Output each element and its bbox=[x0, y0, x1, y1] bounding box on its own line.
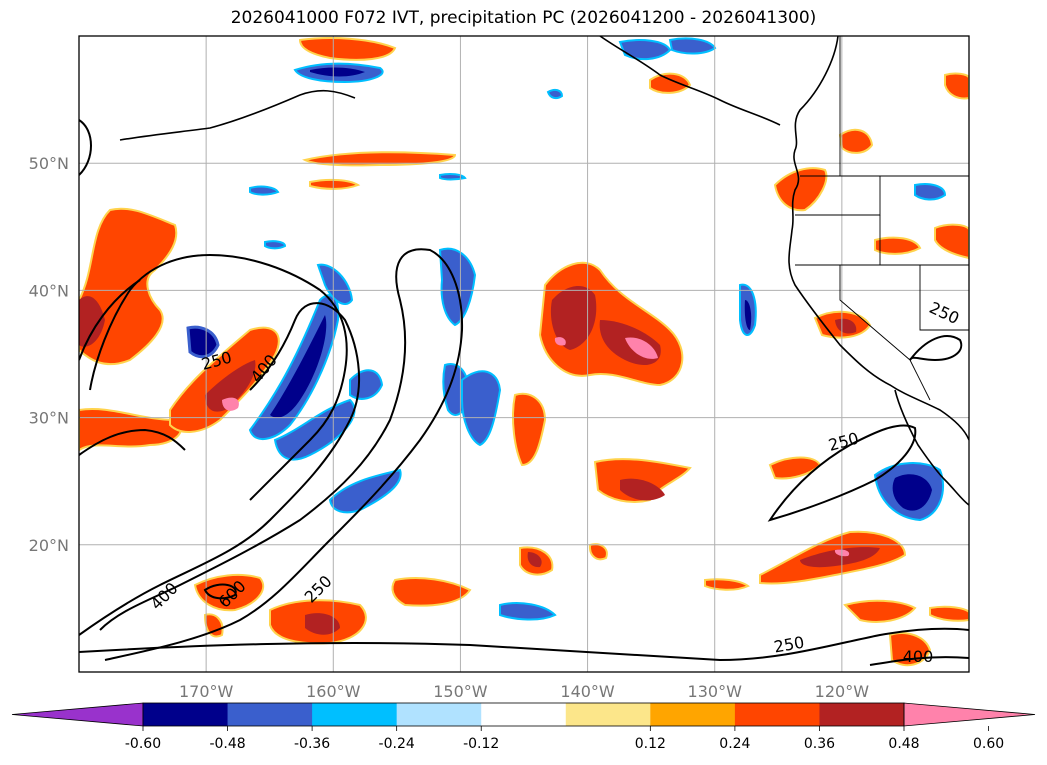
longitude-labels: 170°W 160°W 150°W 140°W 130°W 120°W bbox=[179, 682, 869, 701]
colorbar bbox=[11, 702, 1036, 731]
colorbar-frame bbox=[142, 702, 905, 727]
lon-label: 150°W bbox=[433, 682, 488, 701]
lat-label: 50°N bbox=[29, 154, 69, 173]
colorbar-segment bbox=[481, 703, 567, 726]
colorbar-segment bbox=[819, 703, 905, 726]
colorbar-segment bbox=[565, 703, 651, 726]
lon-label: 160°W bbox=[306, 682, 361, 701]
colorbar-tick-label: -0.12 bbox=[463, 736, 499, 752]
lon-label: 130°W bbox=[688, 682, 743, 701]
colorbar-tick-label: 0.12 bbox=[635, 736, 666, 752]
colorbar-tick-label: 0.48 bbox=[888, 736, 919, 752]
colorbar-segment bbox=[143, 703, 229, 726]
latitude-labels: 50°N 40°N 30°N 20°N bbox=[29, 154, 69, 555]
precipitation-fields bbox=[79, 37, 969, 667]
colorbar-segment bbox=[312, 703, 398, 726]
map-frame bbox=[78, 35, 970, 673]
colorbar-tick-label: -0.24 bbox=[379, 736, 415, 752]
ivt-contours bbox=[79, 119, 969, 666]
colorbar-extend-low bbox=[11, 702, 144, 727]
lon-label: 120°W bbox=[815, 682, 870, 701]
contour-label: 400 bbox=[903, 647, 934, 666]
colorbar-tick-label: -0.60 bbox=[125, 736, 161, 752]
colorbar-tick-label: 0.60 bbox=[973, 736, 1004, 752]
colorbar-tick-label: 0.36 bbox=[804, 736, 835, 752]
colorbar-tick-label: -0.36 bbox=[294, 736, 330, 752]
map-gridlines bbox=[79, 36, 969, 672]
lat-label: 20°N bbox=[29, 536, 69, 555]
lat-label: 40°N bbox=[29, 281, 69, 300]
colorbar-extend-high bbox=[903, 702, 1036, 727]
coastline bbox=[119, 36, 969, 506]
colorbar-tick-label: 0.24 bbox=[719, 736, 750, 752]
map-title: 2026041000 F072 IVT, precipitation PC (2… bbox=[230, 8, 817, 28]
lon-label: 170°W bbox=[179, 682, 234, 701]
lon-label: 140°W bbox=[560, 682, 615, 701]
state-borders bbox=[795, 36, 969, 401]
lat-label: 30°N bbox=[29, 409, 69, 428]
colorbar-segment bbox=[396, 703, 482, 726]
colorbar-segment bbox=[650, 703, 736, 726]
colorbar-segment bbox=[734, 703, 820, 726]
colorbar-tick-label: -0.48 bbox=[209, 736, 245, 752]
colorbar-segment bbox=[227, 703, 313, 726]
colorbar-tick-labels: -0.60 -0.48 -0.36 -0.24 -0.12 0.12 0.24 0.36 0.4… bbox=[125, 736, 1004, 752]
